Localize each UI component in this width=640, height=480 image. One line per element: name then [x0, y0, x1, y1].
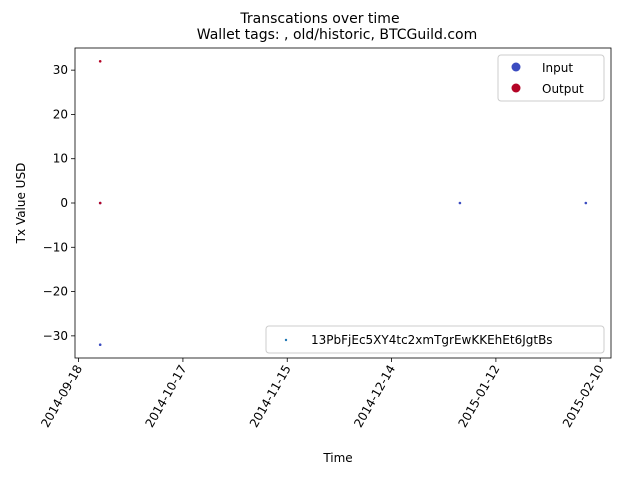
y-tick-label: −20: [43, 285, 68, 299]
x-axis: 2014-09-18 2014-10-17 2014-11-15 2014-12-14…: [38, 358, 607, 430]
point-output-1: [98, 201, 102, 205]
legend-output-marker: [511, 83, 521, 93]
legend-wallet-marker: [284, 338, 288, 342]
point-input-3: [584, 201, 588, 205]
x-tick-label: 2014-12-14: [351, 363, 398, 430]
chart-title: Wallet tags: , old/historic, BTCGuild.co…: [197, 27, 477, 43]
legend-wallet: 13PbFjEc5XY4tc2xmTgrEwKKEhEt6JgtBs: [265, 325, 605, 354]
y-tick-label: 20: [53, 107, 68, 121]
x-tick-label: 2015-01-12: [455, 363, 502, 430]
legend-wallet-label: 13PbFjEc5XY4tc2xmTgrEwKKEhEt6JgtBs: [311, 333, 553, 347]
legend-output-label: Output: [542, 82, 584, 96]
legend-input-marker: [511, 62, 521, 72]
legend-input-output: Input Output: [497, 54, 605, 102]
y-axis-label: Tx Value USD: [14, 163, 28, 245]
y-tick-label: 10: [53, 152, 68, 166]
y-tick-label: −10: [43, 240, 68, 254]
x-tick-label: 2015-02-10: [560, 363, 607, 430]
chart-suptitle: Transcations over time: [239, 11, 399, 27]
data-points: [98, 59, 588, 347]
y-tick-label: 0: [60, 196, 68, 210]
y-axis: −30 −20 −10 0 10 20 30: [43, 63, 75, 343]
x-tick-label: 2014-09-18: [38, 363, 85, 430]
x-tick-label: 2014-10-17: [143, 363, 190, 430]
point-input-2: [458, 201, 462, 205]
y-tick-label: 30: [53, 63, 68, 77]
y-tick-label: −30: [43, 329, 68, 343]
point-input-0: [98, 343, 102, 347]
x-tick-label: 2014-11-15: [247, 363, 294, 430]
legend-input-label: Input: [542, 61, 573, 75]
x-axis-label: Time: [322, 451, 352, 465]
point-output-0: [98, 59, 102, 63]
